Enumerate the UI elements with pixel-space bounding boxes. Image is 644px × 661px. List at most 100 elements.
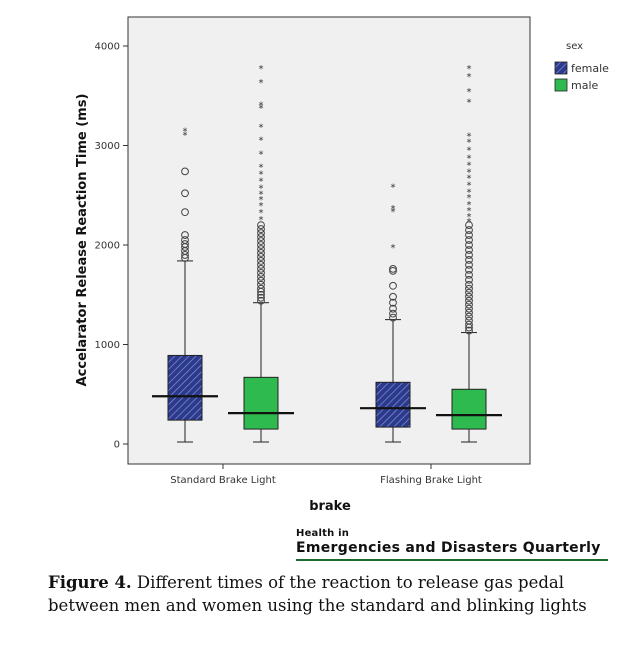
outlier-point (181, 167, 189, 176)
outlier-point (389, 313, 397, 322)
extreme-point: * (467, 167, 472, 178)
box-female (375, 381, 411, 428)
extreme-point: * (467, 200, 472, 211)
outlier-point (181, 251, 189, 259)
x-axis-label: brake (309, 499, 351, 514)
outlier-point (181, 236, 189, 244)
outlier-point (389, 264, 397, 273)
outlier-point (257, 284, 265, 293)
outlier-point (257, 233, 265, 241)
outlier-point (465, 246, 473, 254)
outlier-point (181, 189, 189, 198)
legend-label-female: female (571, 62, 609, 75)
outlier-point (181, 208, 189, 217)
outlier-point (465, 300, 473, 309)
figure-caption-text: Different times of the reaction to relea… (48, 573, 587, 615)
extreme-point: * (391, 243, 396, 254)
y-axis-label: Accelarator Release Reaction Time (ms) (75, 94, 90, 387)
y-tick-label: 0 (114, 440, 120, 451)
outlier-point (389, 281, 397, 290)
journal-logo: Health in Emergencies and Disasters Quar… (296, 528, 616, 562)
outlier-point (389, 304, 397, 313)
extreme-point: * (391, 204, 396, 215)
outlier-point (257, 249, 265, 257)
outlier-point (257, 293, 265, 302)
outlier-point (465, 251, 473, 259)
extreme-point: * (259, 101, 264, 112)
outlier-point (465, 316, 473, 325)
extreme-point: * (467, 160, 472, 171)
outlier-point (257, 253, 265, 261)
outlier-point (257, 261, 265, 269)
outlier-point (465, 280, 473, 289)
extreme-point: * (259, 201, 264, 212)
box-male (243, 376, 279, 430)
extreme-point: * (259, 176, 264, 187)
extreme-point: * (467, 153, 472, 164)
box-female (167, 354, 203, 421)
extreme-point: * (183, 131, 188, 142)
outlier-point (465, 292, 473, 301)
outlier-point (465, 256, 473, 264)
outlier-point (389, 298, 397, 307)
extreme-point: * (467, 72, 472, 83)
outlier-point (257, 241, 265, 249)
extreme-point: * (259, 189, 264, 200)
journal-logo-line2: Emergencies and Disasters Quarterly (296, 540, 601, 556)
outlier-point (465, 270, 473, 279)
extreme-point: * (391, 207, 396, 218)
y-tick-label: 1000 (95, 340, 120, 351)
outlier-point (465, 326, 473, 335)
outlier-point (257, 290, 265, 299)
outlier-point (465, 221, 473, 230)
outlier-point (257, 264, 265, 273)
extreme-point: * (259, 123, 264, 134)
legend-swatch-female (554, 61, 568, 75)
outlier-point (389, 309, 397, 318)
outlier-point (465, 296, 473, 305)
extreme-point: * (259, 149, 264, 160)
legend: sex female male (554, 41, 609, 92)
outlier-point (257, 268, 265, 277)
outlier-point (257, 280, 265, 289)
extreme-point: * (259, 162, 264, 173)
outlier-point (257, 229, 265, 237)
extreme-point: * (259, 215, 264, 226)
extreme-point: * (467, 217, 472, 228)
extreme-point: * (467, 193, 472, 204)
extreme-point: * (467, 180, 472, 191)
extreme-point: * (467, 206, 472, 217)
outlier-point (389, 292, 397, 301)
extreme-point: * (183, 127, 188, 138)
outlier-point (257, 276, 265, 285)
extreme-point: * (391, 182, 396, 193)
outlier-point (465, 288, 473, 297)
outlier-point (465, 275, 473, 284)
extreme-point: * (467, 173, 472, 184)
y-tick-label: 3000 (95, 141, 120, 152)
extreme-point: * (259, 208, 264, 219)
x-axis: Standard Brake Light Flashing Brake Light (170, 464, 482, 486)
extreme-point: * (467, 138, 472, 149)
extreme-point: * (467, 87, 472, 98)
x-tick-label: Standard Brake Light (170, 475, 276, 486)
extreme-point: * (259, 78, 264, 89)
outlier-point (465, 304, 473, 313)
extreme-point: * (467, 145, 472, 156)
y-axis: 0 1000 2000 3000 4000 (95, 42, 128, 451)
extreme-point: * (467, 212, 472, 223)
outlier-point (465, 231, 473, 239)
outlier-point (257, 221, 265, 230)
journal-logo-underline (296, 559, 608, 561)
outlier-point (257, 245, 265, 253)
legend-title: sex (566, 41, 583, 52)
extreme-point: * (259, 64, 264, 75)
extreme-point: * (259, 104, 264, 115)
extreme-point: * (467, 98, 472, 109)
outlier-point (389, 266, 397, 275)
outlier-point (181, 231, 189, 239)
outlier-point (257, 237, 265, 245)
outlier-point (465, 308, 473, 317)
legend-swatch-male (554, 78, 568, 92)
